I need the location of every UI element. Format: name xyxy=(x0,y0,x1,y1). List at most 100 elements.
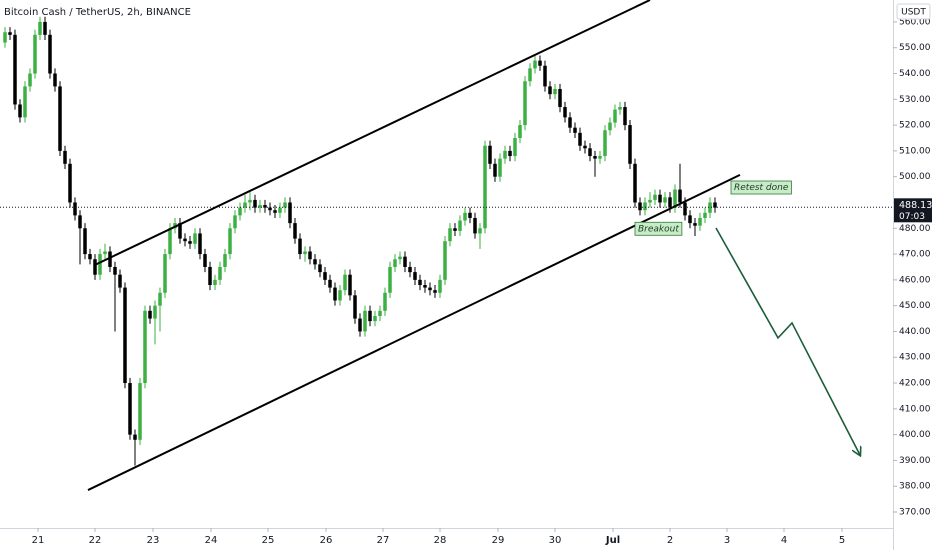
candle-body xyxy=(153,305,157,319)
candle-body xyxy=(248,199,252,203)
candle-body xyxy=(218,266,222,280)
candle-body xyxy=(163,254,167,293)
annotation: Breakout xyxy=(634,221,683,236)
trend-line xyxy=(715,227,860,455)
candle-body xyxy=(203,254,207,267)
x-tick-label: Jul xyxy=(605,535,620,546)
x-tick-label: 30 xyxy=(549,535,562,546)
y-tick-label: 460.00 xyxy=(899,275,931,285)
candle-body xyxy=(548,86,552,95)
candle-body xyxy=(118,274,122,288)
annotation-text: Retest done xyxy=(734,183,789,193)
candle-body xyxy=(618,107,622,110)
candle-body xyxy=(68,163,72,203)
candle-body xyxy=(628,125,632,164)
annotation-text: Breakout xyxy=(638,224,679,234)
candle-body xyxy=(603,130,607,157)
y-tick-label: 400.00 xyxy=(899,430,931,440)
candle-body xyxy=(148,310,152,319)
candle-body xyxy=(128,383,132,435)
candle-body xyxy=(43,21,47,35)
candle-body xyxy=(513,137,517,157)
candle-body xyxy=(333,287,337,301)
x-tick-label: 29 xyxy=(492,535,505,546)
candle-body xyxy=(698,217,702,226)
x-tick-label: 25 xyxy=(262,535,275,546)
candle-body xyxy=(273,210,277,213)
candle-body xyxy=(478,228,482,234)
candle-body xyxy=(428,287,432,291)
candle-body xyxy=(438,279,442,293)
candle-body xyxy=(533,60,537,69)
candle-body xyxy=(458,220,462,231)
candle-body xyxy=(568,117,572,128)
candle-body xyxy=(408,266,412,273)
annotation-box xyxy=(730,180,792,195)
candle-body xyxy=(363,310,367,332)
candle-body xyxy=(138,383,142,440)
candle-body xyxy=(23,86,27,118)
x-tick-label: 2 xyxy=(667,535,673,546)
y-tick-label: 510.00 xyxy=(899,146,931,156)
candle-body xyxy=(48,34,52,74)
candle-body xyxy=(678,189,682,203)
candle-body xyxy=(693,223,697,226)
y-tick-label: 470.00 xyxy=(899,250,931,260)
candle-body xyxy=(238,207,242,216)
candle-body xyxy=(448,228,452,242)
candle-body xyxy=(673,189,677,208)
y-tick-label: 540.00 xyxy=(899,69,931,79)
candle-body xyxy=(473,217,477,234)
candle-body xyxy=(688,215,692,224)
candle-body xyxy=(563,107,567,118)
candle-body xyxy=(423,285,427,288)
candle-body xyxy=(183,238,187,242)
candle-body xyxy=(178,223,182,239)
candle-body xyxy=(558,88,562,108)
candle-body xyxy=(168,228,172,255)
candle-body xyxy=(378,310,382,316)
x-tick-label: 27 xyxy=(377,535,390,546)
x-tick-label: 22 xyxy=(89,535,102,546)
candle-body xyxy=(13,34,17,105)
candle-body xyxy=(493,163,497,177)
candle-body xyxy=(443,241,447,280)
annotation-box xyxy=(634,221,683,236)
candle-body xyxy=(433,290,437,293)
candle-body xyxy=(623,107,627,126)
y-tick-label: 450.00 xyxy=(899,301,931,311)
x-tick-label: 5 xyxy=(839,535,845,546)
candle-body xyxy=(243,202,247,208)
candle-body xyxy=(33,34,37,74)
candle-body xyxy=(653,194,657,200)
candle-body xyxy=(613,109,617,123)
candle-body xyxy=(18,104,22,118)
candle-body xyxy=(318,264,322,273)
candle-body xyxy=(283,202,287,208)
candle-body xyxy=(193,233,197,244)
currency-label: USDT xyxy=(901,8,926,18)
candle-body xyxy=(73,202,77,216)
x-tick-label: 4 xyxy=(781,535,787,546)
candle-body xyxy=(633,163,637,203)
candle-body xyxy=(208,266,212,286)
currency-box xyxy=(896,3,931,20)
candle-body xyxy=(453,228,457,231)
candle-body xyxy=(663,197,667,203)
candle-body xyxy=(608,122,612,131)
candle-body xyxy=(83,228,87,255)
candle-body xyxy=(593,156,597,159)
candle-body xyxy=(323,272,327,280)
x-tick-label: 28 xyxy=(434,535,447,546)
candle-body xyxy=(643,202,647,211)
candle-body xyxy=(348,274,352,296)
candle-body xyxy=(93,259,97,275)
y-tick-label: 370.00 xyxy=(899,508,931,518)
candle-body xyxy=(508,150,512,157)
candle-body xyxy=(103,251,107,255)
y-tick-label: 390.00 xyxy=(899,456,931,466)
candle-body xyxy=(98,254,102,275)
candle-body xyxy=(528,68,532,82)
